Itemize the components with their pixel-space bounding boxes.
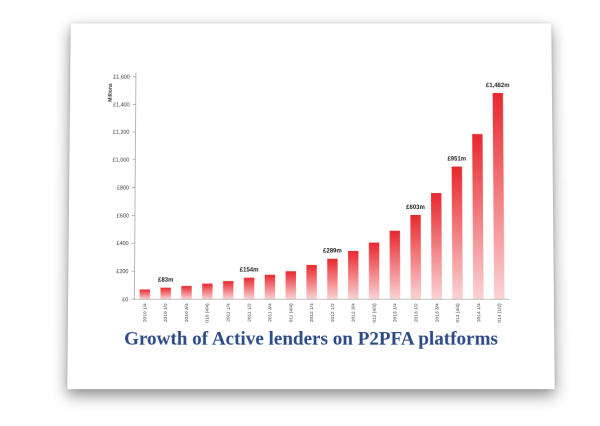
x-tick-label: 2012 (4/4) — [372, 303, 378, 323]
y-tick-label: £1,000 — [113, 158, 130, 164]
data-label: £154m — [240, 268, 259, 274]
bar-chart: £0 £200 £400 £600 £800 £1,000 £1,200 £1,400 £1,6… — [68, 23, 554, 322]
bar — [140, 289, 150, 299]
bar — [286, 271, 296, 299]
y-tick-label: £1,400 — [113, 102, 130, 108]
bar — [493, 93, 505, 299]
bar — [223, 281, 233, 299]
bar — [348, 251, 358, 299]
y-tick-label: £400 — [116, 241, 128, 247]
x-tick-label: 2014 (1/2) — [497, 303, 503, 323]
x-tick-label: 2012 1/2 — [330, 303, 336, 322]
x-tick-label: 2011 (4/4) — [288, 303, 294, 323]
bar — [181, 286, 191, 299]
data-label: £83m — [158, 278, 173, 284]
x-tick-label: 2010 1/4 — [142, 303, 148, 322]
y-axis: £0 £200 £400 £600 £800 £1,000 £1,200 £1,400 £1,6… — [106, 73, 136, 304]
bar — [202, 284, 212, 300]
x-tick-label: 2012 1/4 — [309, 303, 315, 322]
x-tick-label: 2010 1/2 — [163, 303, 169, 322]
bar — [306, 265, 316, 299]
y-tick-label: £200 — [116, 269, 128, 275]
bar — [390, 231, 401, 300]
y-tick-label: £0 — [122, 297, 128, 303]
bar — [327, 259, 337, 299]
bar — [472, 134, 483, 299]
bars — [140, 93, 505, 299]
bar — [369, 243, 380, 300]
x-tick-label: 2013 3/4 — [434, 303, 440, 322]
y-axis-label: Millions — [108, 83, 114, 102]
data-label: £603m — [406, 205, 425, 211]
x-tick-label: 2011 1/4 — [226, 303, 232, 322]
data-label: £289m — [323, 249, 342, 255]
x-tick-label: 2012 3/4 — [351, 303, 357, 322]
bar — [452, 167, 463, 300]
chart-title: Growth of Active lenders on P2PFA platfo… — [68, 329, 555, 351]
data-label: £951m — [447, 157, 466, 163]
y-tick-label: £800 — [117, 186, 129, 192]
y-tick-label: £600 — [117, 213, 129, 219]
x-axis: 2010 1/4 2010 1/2 2010 3/4 2010 (4/4) 2011 1… — [134, 299, 510, 322]
y-tick-label: £1,600 — [113, 75, 130, 81]
y-tick-label: £1,200 — [113, 130, 130, 136]
bar — [265, 275, 275, 300]
x-tick-label: 2011 1/2 — [246, 303, 252, 322]
chart-card: £0 £200 £400 £600 £800 £1,000 £1,200 £1,400 £1,6… — [67, 23, 554, 389]
y-axis-line — [134, 73, 136, 300]
x-tick-label: 2013 1/2 — [413, 303, 419, 322]
bar — [160, 288, 170, 300]
bar — [431, 193, 442, 299]
x-tick-label: 2011 3/4 — [267, 303, 273, 322]
x-tick-label: 2010 3/4 — [184, 303, 190, 322]
bar — [410, 215, 421, 299]
x-tick-label: 2013 1/4 — [393, 303, 399, 322]
data-label: £1,482m — [486, 83, 510, 89]
x-tick-label: 2014 1/4 — [476, 303, 482, 322]
x-tick-label: 2010 (4/4) — [205, 303, 211, 323]
x-tick-label: 2013 (4/4) — [455, 303, 461, 323]
bar — [244, 278, 254, 300]
